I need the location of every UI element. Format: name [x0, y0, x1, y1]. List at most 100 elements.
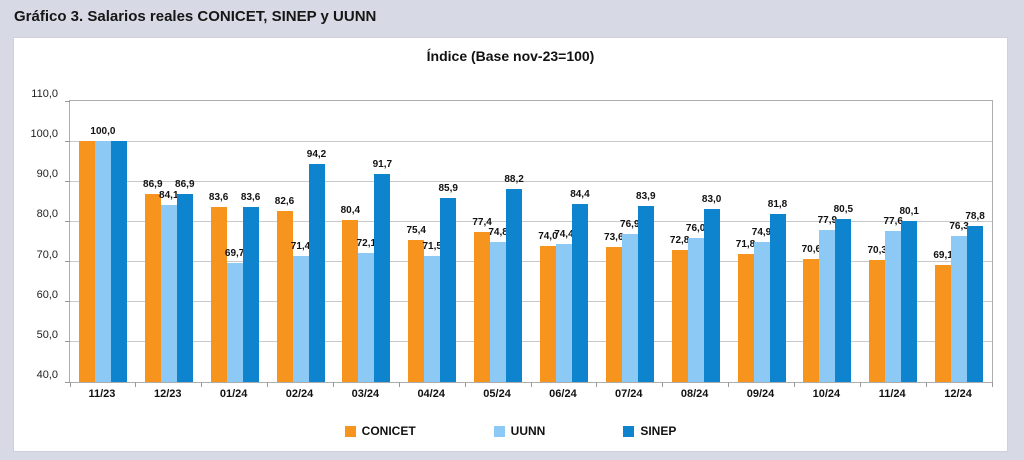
bar-conicet-11-24	[869, 260, 886, 382]
bar-value-label: 77,6	[883, 216, 903, 228]
legend-swatch-icon	[493, 425, 505, 437]
bar-value-label: 83,9	[636, 190, 656, 202]
bar-value-label: 73,6	[604, 232, 624, 244]
bar-value-label: 76,9	[620, 218, 640, 230]
gridline	[70, 301, 992, 303]
bar-uunn-02-24	[292, 255, 309, 382]
bar-value-label: 71,4	[290, 240, 311, 252]
legend-item-uunn: UUNN	[493, 424, 545, 438]
bar-value-label: 74,9	[751, 226, 772, 238]
y-axis-label: 40,0	[36, 369, 58, 381]
bar-value-label: 84,4	[570, 188, 590, 200]
x-axis-tick	[69, 382, 71, 387]
x-axis-labels: 11/23 12/23 01/24 02/24 03/24 04/24 05/24 06/24…	[69, 388, 991, 404]
legend: CONICET UUNN SINEP	[14, 424, 1007, 438]
bar-value-label: 74,8	[488, 227, 508, 239]
bar-uunn-10-24	[819, 229, 836, 382]
x-axis-label: 12/24	[944, 388, 972, 400]
gridline	[70, 261, 992, 263]
x-axis-label: 11/23	[88, 388, 116, 400]
bar-value-label: 88,2	[504, 173, 524, 185]
y-axis-tick	[65, 381, 70, 383]
gridline	[70, 180, 992, 182]
bar-value-label: 77,9	[817, 214, 838, 226]
y-axis-tick	[65, 180, 70, 182]
x-axis-label: 09/24	[746, 388, 775, 400]
bar-sinep-10-24	[835, 219, 852, 382]
bar-conicet-03-24	[342, 219, 359, 382]
y-axis-tick	[65, 140, 70, 142]
bar-sinep-08-24	[703, 209, 720, 382]
bar-value-label: 78,8	[965, 211, 985, 223]
x-axis-tick	[925, 382, 927, 387]
bar-value-label: 69,1	[933, 250, 953, 262]
bar-conicet-05-24	[474, 231, 491, 382]
y-axis-tick	[65, 261, 70, 263]
bar-value-label: 75,4	[406, 224, 426, 236]
x-axis-label: 01/24	[219, 388, 248, 400]
x-axis-label: 03/24	[351, 388, 380, 400]
bar-value-label: 81,8	[767, 199, 788, 211]
bar-conicet-07-24	[605, 247, 622, 382]
bar-value-label: 84,1	[159, 189, 179, 201]
x-axis-label: 12/23	[154, 388, 182, 400]
bar-value-label: 76,0	[685, 222, 706, 234]
plot-area: 100,0 86,9 84,1 86,9 83,6 69,7 83,6 82,6 71,4 94,…	[65, 100, 993, 387]
y-axis-label: 80,0	[36, 208, 58, 221]
bar-sinep-12-23	[176, 193, 193, 382]
bar-uunn-01-24	[226, 262, 243, 382]
chart-panel: Índice (Base nov-23=100) 40,0 50,0 60,0 70,…	[13, 37, 1008, 452]
bar-value-label: 72,8	[669, 235, 690, 247]
bar-value-label: 100,0	[90, 126, 116, 138]
page-title: Gráfico 3. Salarios reales CONICET, SINE…	[14, 8, 377, 25]
bar-value-label: 70,6	[801, 244, 822, 256]
y-axis-tick	[65, 100, 70, 102]
x-axis-tick	[728, 382, 730, 387]
y-axis-label: 110,0	[31, 88, 58, 100]
bar-value-label: 85,9	[438, 182, 458, 194]
bar-conicet-10-24	[803, 259, 820, 382]
y-axis-tick	[65, 301, 70, 303]
y-axis-labels: 40,0 50,0 60,0 70,0 80,0 90,0 100,0 110,0	[14, 88, 58, 381]
bar-value-label: 71,8	[735, 239, 756, 251]
bar-sinep-12-24	[967, 226, 984, 382]
bar-value-label: 83,6	[240, 191, 261, 203]
bar-value-label: 83,6	[208, 191, 229, 203]
x-axis-label: 08/24	[680, 388, 709, 400]
x-axis-tick	[267, 382, 269, 387]
bar-value-label: 80,1	[899, 206, 919, 218]
x-axis-tick	[464, 382, 466, 387]
y-axis-tick	[65, 220, 70, 222]
gridline	[70, 140, 992, 142]
bar-uunn-11-24	[885, 231, 902, 382]
x-axis-label: 10/24	[812, 388, 841, 400]
bar-uunn-07-24	[621, 233, 638, 382]
x-axis-label: 04/24	[417, 388, 445, 400]
bar-sinep-09-24	[769, 214, 786, 382]
bar-sinep-01-24	[242, 206, 259, 382]
x-axis-tick	[135, 382, 137, 387]
x-axis-tick	[793, 382, 795, 387]
bar-conicet-12-24	[935, 265, 952, 382]
bar-uunn-03-24	[358, 253, 375, 382]
bar-uunn-06-24	[555, 243, 572, 382]
x-axis-label: 02/24	[285, 388, 314, 400]
bar-value-label: 82,6	[274, 196, 295, 207]
x-axis-label: 07/24	[615, 388, 643, 400]
bar-value-label: 86,9	[143, 178, 163, 190]
gridline	[70, 341, 992, 343]
bar-sinep-07-24	[637, 205, 654, 382]
bar-value-label: 77,4	[472, 216, 492, 228]
bar-sinep-03-24	[374, 174, 391, 382]
bar-value-label: 80,4	[340, 204, 361, 216]
bar-value-label: 74,0	[538, 230, 558, 242]
bar-conicet-12-23	[144, 193, 161, 382]
chart-title: Índice (Base nov-23=100)	[426, 48, 595, 64]
bar-uunn-12-23	[160, 204, 177, 382]
y-axis-tick	[65, 341, 70, 343]
bar-sinep-11-24	[901, 221, 918, 382]
bar-uunn-05-24	[490, 242, 507, 382]
bar-uunn-11-23	[94, 141, 111, 382]
x-axis-label: 06/24	[549, 388, 577, 400]
